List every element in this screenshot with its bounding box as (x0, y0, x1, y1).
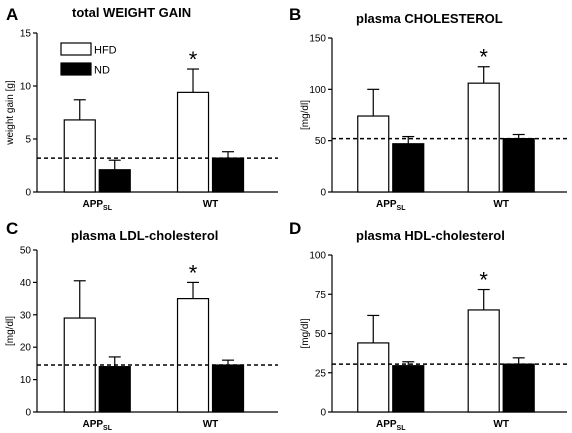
y-tick-label: 0 (320, 408, 326, 419)
x-tick-label: WT (493, 199, 509, 210)
y-tick-label: 30 (20, 310, 32, 321)
bar-nd-wt (502, 363, 535, 413)
bar-hfd-app (63, 119, 96, 193)
significance-star: * (189, 260, 198, 285)
y-tick-label: 50 (315, 136, 327, 147)
y-tick-label: 15 (20, 29, 32, 40)
bar-hfd-app (357, 115, 390, 193)
y-axis-label: [mg/dl] (300, 100, 311, 130)
y-tick-label: 75 (315, 290, 327, 301)
y-tick-label: 40 (20, 278, 32, 289)
bar-nd-wt (211, 157, 245, 193)
bar-hfd-app (357, 342, 390, 413)
x-tick-label: WT (203, 419, 219, 430)
y-tick-label: 50 (20, 246, 32, 257)
bar-hfd-wt (467, 309, 500, 413)
y-tick-label: 0 (25, 188, 31, 199)
x-tick-label: WT (493, 419, 509, 430)
x-tick-label: WT (203, 199, 219, 210)
chart-title: plasma LDL-cholesterol (71, 228, 218, 243)
chart-title: plasma CHOLESTEROL (356, 11, 503, 26)
significance-star: * (479, 45, 488, 70)
y-tick-label: 150 (309, 34, 326, 45)
bar-nd-app (392, 143, 425, 193)
y-axis-label: [mg/dl] (5, 316, 16, 346)
bar-nd-app (392, 365, 425, 413)
y-tick-label: 20 (20, 343, 32, 354)
x-tick-label: APPSL (376, 199, 406, 212)
panel-label: C (6, 219, 18, 238)
y-tick-label: 10 (20, 82, 32, 93)
y-tick-label: 100 (309, 251, 326, 262)
y-tick-label: 10 (20, 375, 32, 386)
y-tick-label: 100 (309, 85, 326, 96)
y-tick-label: 0 (25, 408, 31, 419)
y-tick-label: 5 (25, 135, 31, 146)
y-axis-label: [mg/dl] (300, 318, 311, 348)
significance-star: * (479, 268, 488, 293)
legend-swatch-nd (60, 62, 92, 76)
significance-star: * (189, 47, 198, 72)
bar-nd-wt (211, 364, 245, 413)
bar-nd-wt (502, 138, 535, 193)
y-tick-label: 25 (315, 368, 327, 379)
y-tick-label: 50 (315, 329, 327, 340)
panel-label: D (289, 219, 301, 238)
chart-title: plasma HDL-cholesterol (356, 228, 505, 243)
panel-label: B (289, 5, 301, 24)
x-tick-label: APPSL (82, 419, 112, 432)
chart-title: total WEIGHT GAIN (72, 5, 191, 20)
legend-label-nd: ND (94, 65, 110, 77)
y-axis-label: weight gain [g] (5, 80, 16, 146)
bar-hfd-wt (176, 91, 210, 193)
bar-nd-app (98, 169, 131, 193)
x-tick-label: APPSL (82, 199, 112, 212)
bar-hfd-wt (176, 298, 210, 413)
x-tick-label: APPSL (376, 419, 406, 432)
legend-label-hfd: HFD (94, 45, 117, 57)
panel-label: A (6, 5, 18, 24)
bar-hfd-wt (467, 82, 500, 193)
y-tick-label: 0 (320, 188, 326, 199)
bar-nd-app (98, 366, 131, 413)
legend-swatch-hfd (60, 42, 92, 56)
